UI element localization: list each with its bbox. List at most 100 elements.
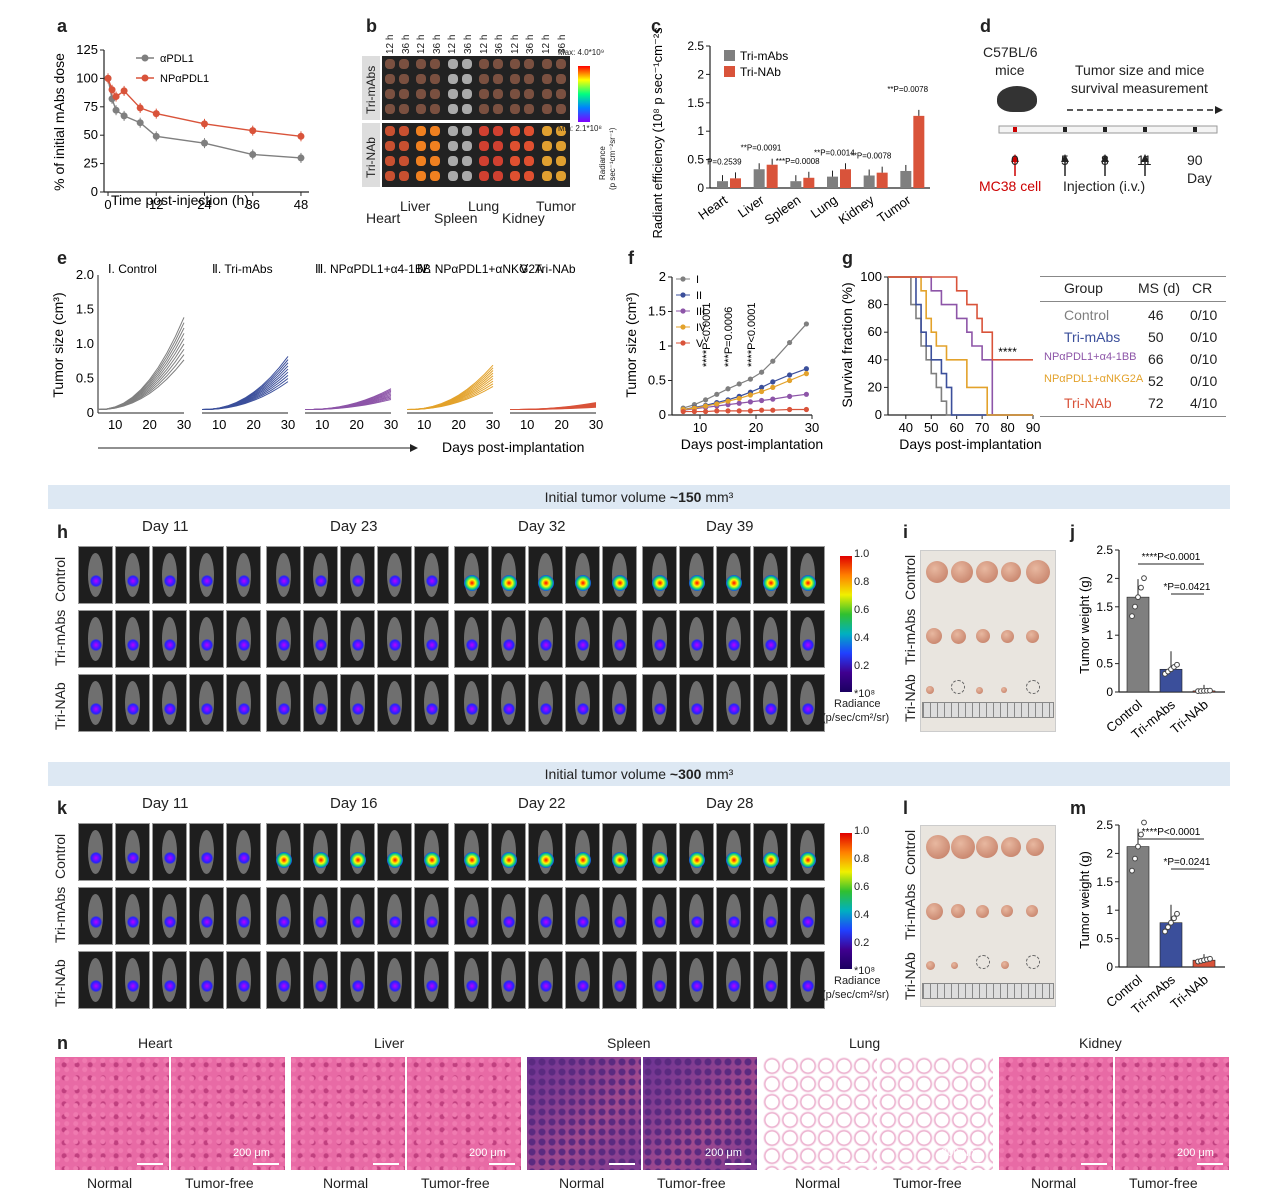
table-cell-ms: 66 — [1148, 351, 1164, 367]
bioluminescence-signal — [352, 703, 364, 715]
bioluminescence-signal — [278, 703, 290, 715]
b-organ-tile — [461, 89, 472, 99]
b-organ-tile — [461, 104, 472, 114]
m-data-point — [1162, 928, 1168, 935]
mouse-image — [152, 951, 187, 1009]
b-organ-tile — [555, 104, 566, 114]
j-y-tick-label: 0 — [1106, 685, 1113, 699]
bioluminescence-signal — [387, 852, 403, 868]
a-x-tick-label: 48 — [294, 197, 308, 210]
label-tumor-free: Tumor-free — [893, 1175, 962, 1191]
bioluminescence-signal — [464, 575, 480, 591]
b-organ-tile — [478, 59, 489, 69]
mouse-image — [565, 951, 600, 1009]
b-organ-tile — [510, 89, 521, 99]
tumor-specimen — [976, 686, 983, 694]
ivis-day-label: Day 23 — [330, 518, 378, 535]
table-cell-cr: 0/10 — [1190, 307, 1218, 323]
ivis-row-label: Tri-mAbs — [52, 886, 68, 943]
tumor-specimen — [951, 628, 966, 644]
bioluminescence-signal — [201, 703, 213, 715]
tumor-specimen — [926, 686, 934, 694]
bioluminescence-signal — [503, 703, 515, 715]
radiance-colorbar — [840, 833, 852, 969]
chart-c: 00.511.522.5HeartP=0.2539Liver**P=0.0091… — [650, 28, 930, 239]
tumor-specimen — [1026, 560, 1050, 584]
b-organ-tile — [461, 59, 472, 69]
bioluminescence-signal — [127, 575, 139, 587]
tumor-specimen — [1026, 955, 1040, 969]
f-point — [714, 408, 720, 414]
b-organ-tile — [555, 126, 566, 136]
b-organ-tile — [524, 141, 535, 151]
f-x-tick-label: 30 — [805, 420, 819, 435]
b-organ-tile — [399, 126, 409, 136]
chart-e: Ⅰ. Control 10 20 30 Ⅱ. Tri-mAbs 10 20 30 Ⅲ. NPαP… — [50, 262, 603, 455]
j-y-tick-label: 0.5 — [1096, 657, 1113, 671]
f-point — [770, 379, 776, 385]
b-organ-tile — [430, 126, 441, 136]
bioluminescence-signal — [501, 852, 517, 868]
panel-label-i: i — [903, 522, 909, 542]
m-y-tick-label: 1 — [1106, 903, 1113, 917]
mouse-image — [790, 887, 825, 945]
mouse-image — [115, 674, 150, 732]
m-annotation-0: ****P<0.0001 — [1142, 827, 1201, 838]
mouse-image — [454, 951, 489, 1009]
c-annotation: **P=0.0091 — [741, 144, 782, 153]
b-organ-tile — [524, 156, 535, 166]
mouse-image — [78, 674, 113, 732]
bioluminescence-signal — [689, 852, 705, 868]
bioluminescence-signal — [389, 639, 401, 651]
bioluminescence-signal — [577, 980, 589, 992]
a-x-tick-label: 0 — [104, 197, 111, 210]
j-data-point — [1141, 575, 1147, 582]
mouse-image — [753, 610, 788, 668]
m-data-point — [1138, 831, 1144, 838]
m-data-point — [1132, 855, 1138, 862]
mouse-image — [303, 823, 338, 881]
bioluminescence-signal — [802, 703, 814, 715]
bioluminescence-signal — [315, 980, 327, 992]
bioluminescence-signal — [238, 575, 250, 587]
mouse-image — [414, 823, 449, 881]
c-bar — [827, 176, 838, 188]
bioluminescence-signal — [201, 852, 213, 864]
mouse-image — [602, 610, 637, 668]
g-y-tick-label: 20 — [868, 379, 882, 394]
tumor-specimen — [926, 628, 942, 644]
bioluminescence-signal — [238, 852, 250, 864]
bioluminescence-signal — [466, 639, 478, 651]
tumor-specimen — [926, 561, 948, 583]
bioluminescence-signal — [614, 916, 626, 928]
b-organ-tile — [541, 89, 552, 99]
bioluminescence-signal — [238, 980, 250, 992]
e-y-tick-label: 2.0 — [76, 267, 94, 282]
c-legend-label-1: Tri-NAb — [740, 65, 781, 79]
panel-label-a: a — [57, 16, 68, 36]
mouse-image — [716, 823, 751, 881]
g-x-tick-label: 70 — [975, 420, 989, 435]
b-organ-tile — [492, 59, 503, 69]
bioluminescence-signal — [503, 639, 515, 651]
mouse-image — [115, 610, 150, 668]
mouse-image — [679, 610, 714, 668]
scale-bar-label: 200 μm — [1177, 1147, 1214, 1159]
e-x-tick-label: 20 — [246, 417, 260, 432]
l-row-tri-nab: Tri-NAb — [902, 952, 918, 1000]
b-time-label: 36 h — [463, 34, 474, 54]
mouse-image — [790, 951, 825, 1009]
b-organ-tile — [416, 156, 427, 166]
bioluminescence-signal — [90, 703, 102, 715]
a-legend-marker-0 — [141, 54, 149, 62]
mouse-image — [602, 887, 637, 945]
histology-normal — [291, 1057, 405, 1170]
f-point — [770, 407, 776, 413]
bioluminescence-signal — [763, 575, 779, 591]
mouse-image — [454, 887, 489, 945]
e-x-tick-label: 20 — [451, 417, 465, 432]
b-time-label: 12 h — [416, 34, 428, 54]
bioluminescence-signal — [426, 980, 438, 992]
c-x-tick-label: Lung — [808, 192, 840, 221]
mouse-image — [78, 951, 113, 1009]
